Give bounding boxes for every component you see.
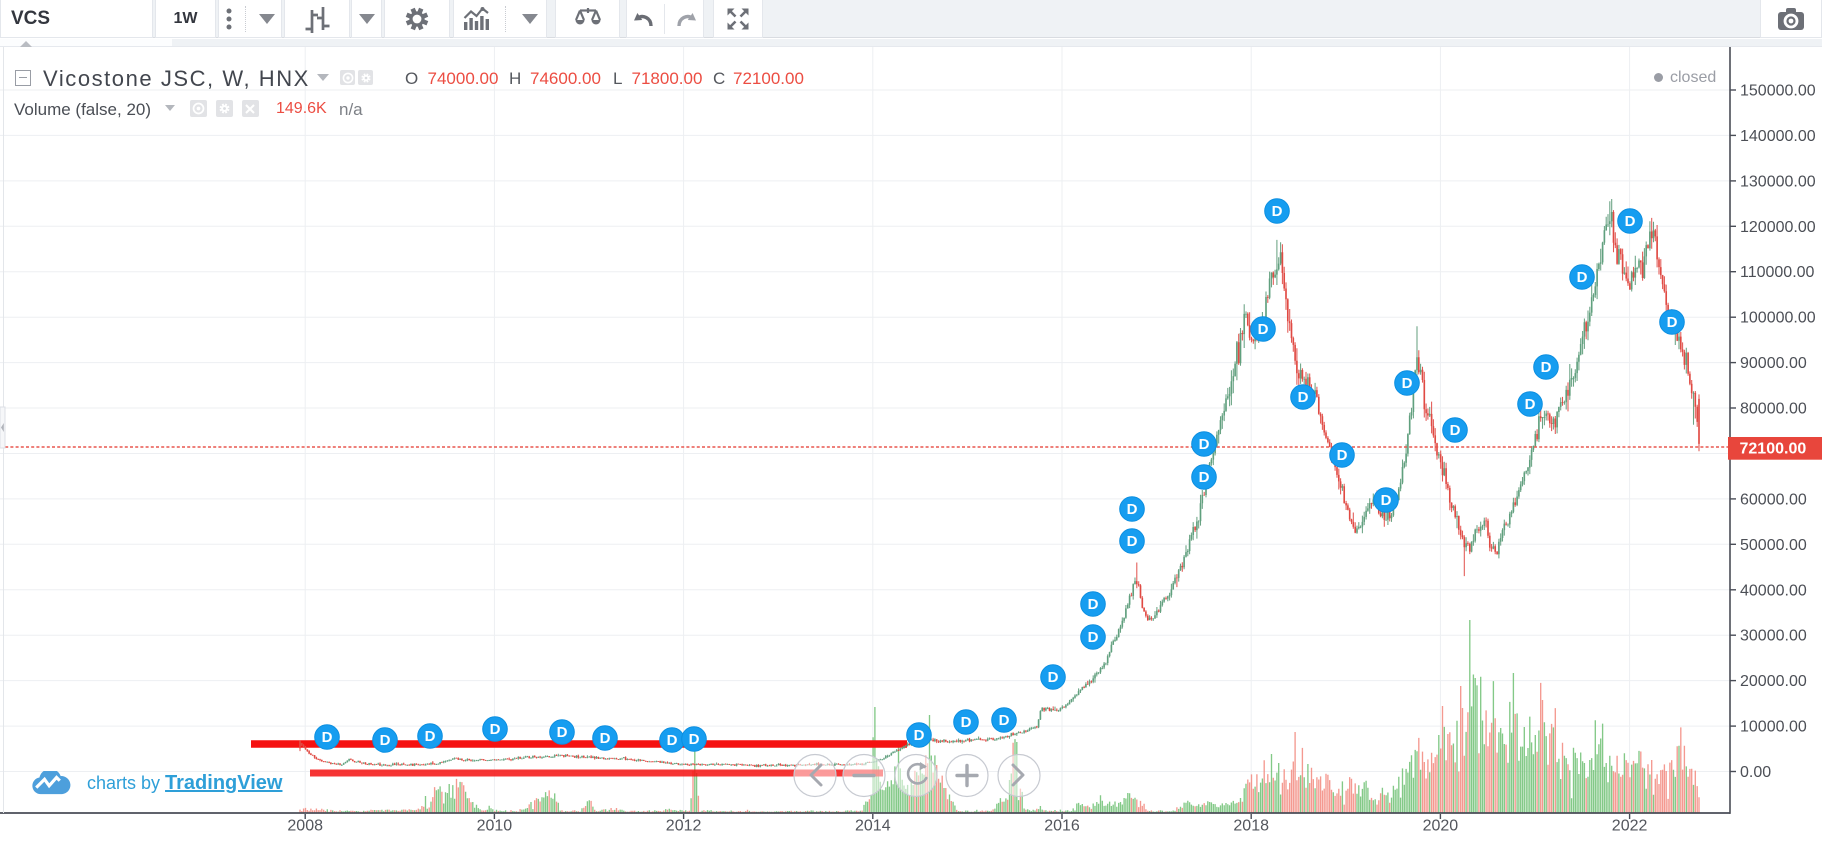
svg-text:30000.00: 30000.00 — [1740, 628, 1807, 645]
svg-text:140000.00: 140000.00 — [1740, 128, 1816, 145]
svg-text:D: D — [1541, 359, 1552, 376]
svg-text:D: D — [1088, 596, 1099, 613]
svg-text:D: D — [1402, 375, 1413, 392]
svg-text:2012: 2012 — [666, 818, 702, 835]
svg-text:D: D — [490, 721, 501, 738]
svg-text:D: D — [1199, 436, 1210, 453]
svg-text:10000.00: 10000.00 — [1740, 719, 1807, 736]
svg-text:2008: 2008 — [287, 818, 323, 835]
svg-text:D: D — [914, 727, 925, 744]
svg-text:D: D — [1381, 492, 1392, 509]
svg-text:80000.00: 80000.00 — [1740, 401, 1807, 418]
svg-text:D: D — [999, 712, 1010, 729]
svg-text:2016: 2016 — [1044, 818, 1080, 835]
svg-text:D: D — [1450, 422, 1461, 439]
svg-text:120000.00: 120000.00 — [1740, 219, 1816, 236]
svg-text:40000.00: 40000.00 — [1740, 582, 1807, 599]
svg-text:D: D — [1667, 314, 1678, 331]
svg-text:150000.00: 150000.00 — [1740, 83, 1816, 100]
svg-text:2010: 2010 — [477, 818, 513, 835]
svg-text:50000.00: 50000.00 — [1740, 537, 1807, 554]
svg-text:D: D — [1127, 533, 1138, 550]
svg-text:D: D — [1298, 389, 1309, 406]
svg-text:D: D — [1337, 447, 1348, 464]
svg-text:110000.00: 110000.00 — [1740, 264, 1815, 281]
svg-text:D: D — [380, 732, 391, 749]
svg-text:D: D — [322, 729, 333, 746]
svg-text:D: D — [1199, 469, 1210, 486]
svg-text:2022: 2022 — [1612, 818, 1648, 835]
svg-text:2014: 2014 — [855, 818, 891, 835]
svg-text:D: D — [557, 724, 568, 741]
svg-text:130000.00: 130000.00 — [1740, 173, 1816, 190]
svg-text:D: D — [1258, 321, 1269, 338]
svg-text:60000.00: 60000.00 — [1740, 491, 1807, 508]
svg-text:100000.00: 100000.00 — [1740, 310, 1816, 327]
svg-text:D: D — [1625, 213, 1636, 230]
svg-text:0.00: 0.00 — [1740, 764, 1771, 781]
svg-text:D: D — [1088, 629, 1099, 646]
svg-text:2018: 2018 — [1233, 818, 1269, 835]
svg-text:D: D — [1272, 203, 1283, 220]
svg-text:D: D — [1577, 269, 1588, 286]
svg-text:90000.00: 90000.00 — [1740, 355, 1807, 372]
svg-text:2020: 2020 — [1423, 818, 1459, 835]
svg-text:D: D — [1525, 396, 1536, 413]
svg-text:D: D — [961, 714, 972, 731]
svg-text:D: D — [667, 732, 678, 749]
svg-text:D: D — [689, 731, 700, 748]
svg-text:D: D — [1127, 501, 1138, 518]
svg-text:72100.00: 72100.00 — [1740, 441, 1807, 458]
svg-text:D: D — [600, 730, 611, 747]
svg-text:D: D — [1048, 669, 1059, 686]
svg-text:20000.00: 20000.00 — [1740, 673, 1807, 690]
svg-text:D: D — [425, 728, 436, 745]
